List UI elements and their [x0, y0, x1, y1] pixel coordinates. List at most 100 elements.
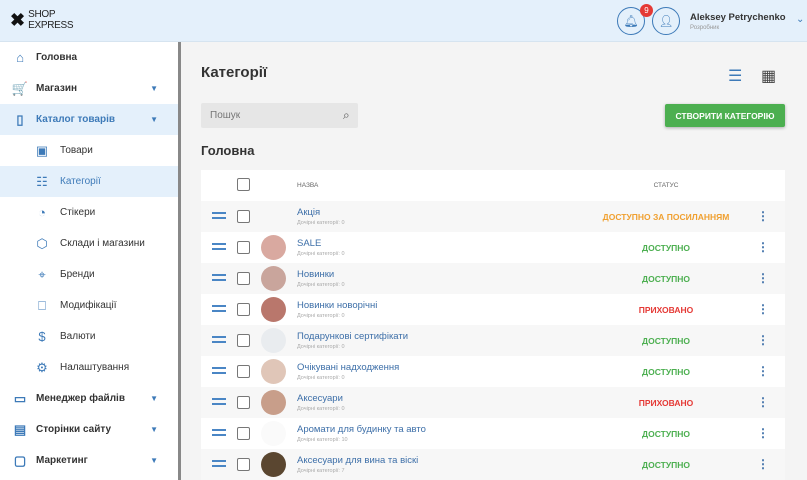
sidebar-item[interactable]: ▢ Маркетинг ▼ [0, 445, 178, 476]
sidebar-scrollbar[interactable] [178, 42, 181, 480]
sidebar-item-label: Магазин [36, 83, 78, 94]
category-name[interactable]: Аксесуари для вина та віскі [297, 455, 419, 466]
sidebar-item[interactable]: 🛒 Магазин ▼ [0, 73, 178, 104]
category-thumbnail [261, 297, 286, 322]
drag-handle-icon[interactable] [212, 398, 226, 405]
sidebar-item-label: Менеджер файлів [36, 393, 125, 404]
select-all-checkbox[interactable] [237, 178, 250, 191]
notification-badge: 9 [640, 4, 653, 17]
table-row[interactable]: SALE Дочірні категорії: 0 ДОСТУПНО ⋮ [201, 232, 785, 263]
sidebar-item[interactable]: ▭ Менеджер файлів ▼ [0, 383, 178, 414]
sidebar-item[interactable]: ⌂ Головна [0, 42, 178, 73]
category-thumbnail [261, 328, 286, 353]
drag-handle-icon[interactable] [212, 274, 226, 281]
list-view-icon[interactable]: ☰ [728, 68, 743, 85]
row-checkbox[interactable] [237, 365, 250, 378]
sidebar-item[interactable]: ▣ Товари [0, 135, 178, 166]
table-row[interactable]: Аромати для будинку та авто Дочірні кате… [201, 418, 785, 449]
caret-down-icon[interactable]: ▼ [150, 115, 158, 124]
more-vertical-icon[interactable]: ⋮ [757, 302, 769, 316]
page-icon: ▤ [13, 421, 27, 437]
search-icon[interactable]: ⌕ [343, 108, 350, 122]
sidebar-item-label: Валюти [60, 331, 96, 342]
drag-handle-icon[interactable] [212, 336, 226, 343]
row-checkbox[interactable] [237, 241, 250, 254]
table-row[interactable]: Новинки новорічні Дочірні категорії: 0 П… [201, 294, 785, 325]
chevron-down-icon[interactable]: ⌄ [796, 14, 805, 25]
table-row[interactable]: Очікувані надходження Дочірні категорії:… [201, 356, 785, 387]
caret-down-icon[interactable]: ▼ [150, 84, 158, 93]
drag-handle-icon[interactable] [212, 305, 226, 312]
drag-handle-icon[interactable] [212, 367, 226, 374]
sidebar-item-label: Головна [36, 52, 78, 63]
subcategory-count: Дочірні категорії: 0 [297, 344, 345, 350]
more-vertical-icon[interactable]: ⋮ [757, 240, 769, 254]
row-checkbox[interactable] [237, 303, 250, 316]
caret-down-icon[interactable]: ▼ [150, 425, 158, 434]
create-category-button[interactable]: СТВОРИТИ КАТЕГОРІЮ [665, 104, 785, 127]
bell-icon: 🔔︎ [623, 14, 639, 28]
category-name[interactable]: Аромати для будинку та авто [297, 424, 426, 435]
row-checkbox[interactable] [237, 334, 250, 347]
more-vertical-icon[interactable]: ⋮ [757, 457, 769, 471]
category-thumbnail [261, 452, 286, 477]
top-header: ✖ SHOP EXPRESS 🔔︎ 9 👤︎ Aleksey Petrychenk… [0, 0, 807, 42]
category-name[interactable]: Новинки [297, 269, 335, 280]
sidebar-item[interactable]: ⌖ Бренди [0, 259, 178, 290]
more-vertical-icon[interactable]: ⋮ [757, 271, 769, 285]
sidebar-item[interactable]: ⎕ Модифікації [0, 290, 178, 321]
sidebar-item[interactable]: ◔ Стікери [0, 197, 178, 228]
sticker-icon: ◔ [38, 205, 46, 220]
row-checkbox[interactable] [237, 396, 250, 409]
status-badge: ПРИХОВАНО [638, 398, 694, 408]
sidebar-item[interactable]: ▯ Каталог товарів ▼ [0, 104, 178, 135]
caret-down-icon[interactable]: ▼ [150, 394, 158, 403]
sidebar-item-label: Маркетинг [36, 455, 88, 466]
logo-line-1: SHOP [28, 9, 56, 20]
column-name: НАЗВА [297, 182, 319, 189]
table-row[interactable]: Аксесуари для вина та віскі Дочірні кате… [201, 449, 785, 480]
status-badge: ДОСТУПНО [642, 336, 690, 346]
sidebar-item[interactable]: ☷ Категорії [0, 166, 178, 197]
drag-handle-icon[interactable] [212, 212, 226, 219]
subcategory-count: Дочірні категорії: 0 [297, 313, 345, 319]
row-checkbox[interactable] [237, 427, 250, 440]
table-row[interactable]: Аксесуари Дочірні категорії: 0 ПРИХОВАНО… [201, 387, 785, 418]
status-badge: ДОСТУПНО [642, 274, 690, 284]
caret-down-icon[interactable]: ▼ [150, 456, 158, 465]
drag-handle-icon[interactable] [212, 243, 226, 250]
row-checkbox[interactable] [237, 210, 250, 223]
avatar[interactable]: 👤︎ [652, 7, 680, 35]
table-row[interactable]: Новинки Дочірні категорії: 0 ДОСТУПНО ⋮ [201, 263, 785, 294]
drag-handle-icon[interactable] [212, 429, 226, 436]
table-row[interactable]: Подарункові сертифікати Дочірні категорі… [201, 325, 785, 356]
category-name[interactable]: Аксесуари [297, 393, 343, 404]
more-vertical-icon[interactable]: ⋮ [757, 209, 769, 223]
folder-icon: ▭ [13, 390, 27, 406]
book-icon: ▯ [16, 111, 24, 127]
sidebar-item[interactable]: ⚙ Налаштування [0, 352, 178, 383]
category-name[interactable]: Подарункові сертифікати [297, 331, 409, 342]
more-vertical-icon[interactable]: ⋮ [757, 426, 769, 440]
drag-handle-icon[interactable] [212, 460, 226, 467]
sidebar-item-label: Налаштування [60, 362, 130, 373]
notifications-button[interactable]: 🔔︎ [617, 7, 645, 35]
more-vertical-icon[interactable]: ⋮ [757, 333, 769, 347]
cart-icon: 🛒 [11, 80, 29, 96]
category-name[interactable]: Очікувані надходження [297, 362, 400, 373]
grid-view-icon[interactable]: ▦ [761, 68, 777, 85]
logo[interactable]: ✖ SHOP EXPRESS [10, 9, 74, 31]
sidebar-item[interactable]: ▤ Сторінки сайту ▼ [0, 414, 178, 445]
row-checkbox[interactable] [237, 458, 250, 471]
search-input[interactable] [201, 103, 358, 128]
more-vertical-icon[interactable]: ⋮ [757, 395, 769, 409]
more-vertical-icon[interactable]: ⋮ [757, 364, 769, 378]
sidebar-item[interactable]: $ Валюти [0, 321, 178, 352]
category-name[interactable]: Новинки новорічні [297, 300, 378, 311]
user-name[interactable]: Aleksey Petrychenko [690, 12, 786, 23]
category-name[interactable]: SALE [297, 238, 322, 249]
sidebar-item[interactable]: ⬡ Склади і магазини [0, 228, 178, 259]
category-name[interactable]: Акція [297, 207, 321, 218]
row-checkbox[interactable] [237, 272, 250, 285]
table-row[interactable]: Акція Дочірні категорії: 0 ДОСТУПНО ЗА П… [201, 201, 785, 232]
